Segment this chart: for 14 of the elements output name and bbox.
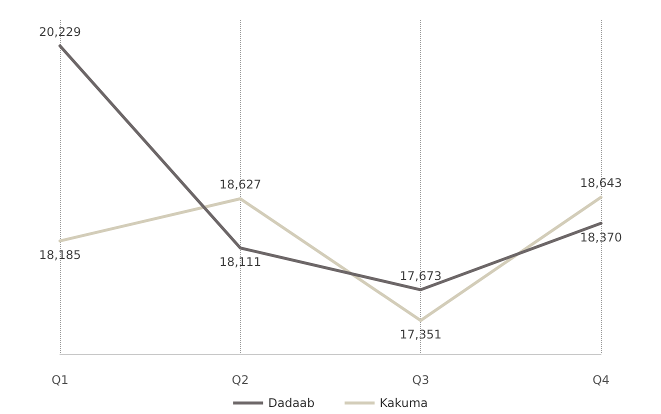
data-label: 18,627 — [219, 178, 262, 192]
x-tick-label: Q2 — [232, 373, 249, 387]
data-label: 18,185 — [39, 248, 81, 262]
x-tick-label: Q1 — [51, 373, 69, 387]
data-label: 20,229 — [39, 24, 81, 39]
data-label: 17,351 — [400, 328, 442, 342]
legend-label: Kakuma — [380, 396, 428, 410]
legend-label: Dadaab — [268, 396, 315, 410]
data-label: 18,111 — [219, 254, 262, 269]
x-tick-label: Q4 — [592, 373, 610, 387]
data-label: 17,673 — [400, 268, 442, 283]
data-label: 18,370 — [580, 230, 622, 244]
x-tick-label: Q3 — [412, 373, 430, 387]
data-label: 18,643 — [580, 176, 622, 190]
